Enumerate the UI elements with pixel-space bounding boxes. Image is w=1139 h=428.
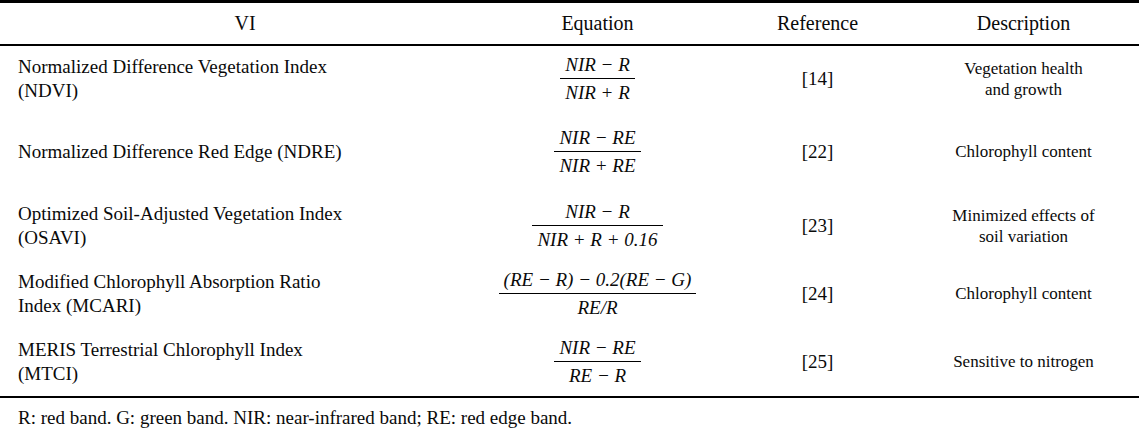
equation-cell: NIR − R NIR + R + 0.16: [490, 201, 705, 251]
column-header-reference: Reference: [705, 12, 930, 35]
equation-cell: NIR − RE RE − R: [490, 337, 705, 387]
equation-fraction: (RE − R) − 0.2(RE − G) RE/R: [499, 269, 697, 319]
table-row: Modified Chlorophyll Absorption Ratio In…: [0, 260, 1139, 328]
equation-cell: NIR − R NIR + R: [490, 54, 705, 104]
equation-denominator: NIR + RE: [554, 152, 640, 177]
vi-name: MERIS Terrestrial Chlorophyll Index (MTC…: [0, 338, 490, 386]
equation-denominator: RE − R: [564, 362, 631, 387]
equation-denominator: NIR + R + 0.16: [532, 226, 662, 251]
equation-numerator: NIR − R: [560, 54, 635, 78]
reference-citation: [24]: [705, 283, 930, 305]
table-row: Normalized Difference Vegetation Index (…: [0, 46, 1139, 112]
equation-fraction: NIR − RE NIR + RE: [554, 127, 640, 177]
table-header-row: VI Equation Reference Description: [0, 3, 1139, 44]
reference-citation: [22]: [705, 141, 930, 163]
equation-cell: (RE − R) − 0.2(RE − G) RE/R: [490, 269, 705, 319]
table-row: Normalized Difference Red Edge (NDRE) NI…: [0, 112, 1139, 192]
table-footnote: R: red band. G: green band. NIR: near-in…: [0, 398, 1139, 428]
equation-cell: NIR − RE NIR + RE: [490, 127, 705, 177]
vi-name: Modified Chlorophyll Absorption Ratio In…: [0, 270, 490, 318]
equation-numerator: NIR − RE: [554, 337, 640, 361]
vi-description: Sensitive to nitrogen: [930, 351, 1139, 372]
equation-denominator: NIR + R: [560, 79, 635, 104]
reference-citation: [23]: [705, 215, 930, 237]
equation-numerator: NIR − R: [560, 201, 635, 225]
table-row: MERIS Terrestrial Chlorophyll Index (MTC…: [0, 328, 1139, 396]
vegetation-indices-table: VI Equation Reference Description Normal…: [0, 0, 1139, 428]
vi-name: Normalized Difference Red Edge (NDRE): [0, 140, 490, 164]
equation-numerator: (RE − R) − 0.2(RE − G): [499, 269, 697, 293]
equation-denominator: RE/R: [572, 294, 622, 319]
vi-description: Chlorophyll content: [930, 141, 1139, 162]
vi-name: Optimized Soil-Adjusted Vegetation Index…: [0, 202, 490, 250]
equation-numerator: NIR − RE: [554, 127, 640, 151]
reference-citation: [25]: [705, 351, 930, 373]
column-header-vi: VI: [0, 12, 490, 35]
vi-description: Chlorophyll content: [930, 283, 1139, 304]
vi-name: Normalized Difference Vegetation Index (…: [0, 55, 490, 103]
reference-citation: [14]: [705, 68, 930, 90]
column-header-description: Description: [930, 12, 1139, 35]
vi-description: Vegetation health and growth: [930, 58, 1139, 100]
equation-fraction: NIR − R NIR + R + 0.16: [532, 201, 662, 251]
table-row: Optimized Soil-Adjusted Vegetation Index…: [0, 192, 1139, 260]
equation-fraction: NIR − R NIR + R: [560, 54, 635, 104]
equation-fraction: NIR − RE RE − R: [554, 337, 640, 387]
column-header-equation: Equation: [490, 12, 705, 35]
vi-description: Minimized effects of soil variation: [930, 205, 1139, 247]
